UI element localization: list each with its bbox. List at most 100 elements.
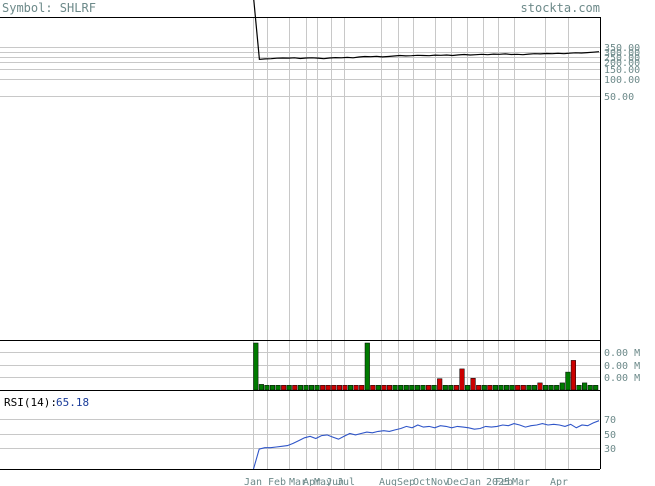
volume-bar (565, 371, 571, 391)
price-tick-label: 250.00 (604, 53, 640, 64)
x-tick-label: Aug (379, 477, 397, 486)
volume-tick-label: 0.00 M (604, 348, 640, 359)
volume-bar (504, 385, 510, 391)
volume-bar (492, 385, 498, 391)
volume-bar (470, 378, 476, 391)
volume-bar (537, 382, 543, 391)
rsi-line (252, 420, 600, 470)
vertical-grid-lines (253, 17, 569, 469)
price-tick-label: 50.00 (604, 92, 634, 103)
volume-bar (593, 385, 599, 391)
volume-bar (582, 382, 588, 391)
volume-bar (320, 385, 326, 391)
volume-bar (347, 385, 354, 391)
price-tick-label: 200.00 (604, 58, 640, 69)
volume-bar (437, 378, 443, 391)
volume-bar (325, 385, 331, 391)
volume-bar (414, 385, 420, 391)
volume-bar (398, 385, 404, 391)
x-tick-label: Feb (495, 477, 513, 486)
volume-bar (548, 385, 554, 391)
price-tick-label: 100.00 (604, 75, 640, 86)
volume-bar (342, 385, 348, 391)
volume-bar (476, 385, 482, 391)
volume-bar (448, 385, 454, 391)
volume-panel: 0.00 M0.00 M0.00 M (0, 342, 640, 391)
x-tick-label: Mar (512, 477, 530, 486)
x-tick-label: Apr (303, 477, 321, 486)
volume-bar (526, 385, 532, 391)
rsi-tick-label: 30 (604, 444, 616, 455)
volume-bar (426, 385, 432, 391)
price-tick-label: 150.00 (604, 65, 640, 76)
volume-bar (431, 385, 437, 391)
x-tick-label: Jul (337, 477, 355, 486)
volume-bar (258, 384, 264, 391)
volume-bar (576, 385, 582, 391)
volume-bar (420, 385, 426, 391)
volume-bar (364, 342, 370, 391)
x-tick-label: Jan (244, 477, 262, 486)
price-tick-label: 350.00 (604, 43, 640, 54)
symbol-label: Symbol: SHLRF (2, 1, 96, 15)
panel-frames (0, 17, 601, 470)
volume-bar (554, 385, 560, 391)
volume-bar (386, 385, 393, 391)
volume-bar (253, 342, 259, 391)
volume-bar (570, 360, 576, 391)
volume-tick-label: 0.00 M (604, 373, 640, 384)
x-tick-label: Mar (289, 477, 307, 486)
volume-bar (520, 385, 526, 391)
volume-bar (515, 385, 521, 391)
rsi-panel: 70 50 30 (0, 415, 616, 470)
volume-bar (275, 385, 281, 391)
rsi-label: RSI(14): (4, 396, 57, 409)
volume-bar (297, 385, 303, 391)
volume-bar (531, 385, 537, 391)
volume-bar (370, 385, 376, 391)
volume-bar (292, 385, 298, 391)
volume-bar (487, 385, 493, 391)
volume-bar (281, 385, 287, 391)
x-tick-label: Jun (326, 477, 344, 486)
rsi-tick-label: 50 (604, 430, 616, 441)
volume-tick-label: 0.00 M (604, 361, 640, 372)
volume-bar (314, 385, 320, 391)
volume-bar (269, 385, 276, 391)
volume-bar (392, 385, 398, 391)
volume-bar (543, 385, 549, 391)
volume-bar (331, 385, 337, 391)
x-tick-label: Nov (431, 477, 449, 486)
x-tick-label: 2025 (486, 477, 510, 486)
volume-bar (498, 385, 504, 391)
volume-bar (381, 385, 387, 391)
x-tick-label: May (314, 477, 332, 486)
volume-bar (509, 385, 515, 391)
volume-bar (336, 385, 342, 391)
volume-bar (353, 385, 359, 391)
volume-bar (264, 385, 270, 391)
x-tick-label: Dec (447, 477, 465, 486)
price-line (253, 0, 600, 60)
volume-bar (375, 385, 381, 391)
x-tick-label: Feb (268, 477, 286, 486)
x-tick-label: Sep (397, 477, 415, 486)
volume-bar (359, 385, 365, 391)
volume-bar (303, 385, 309, 391)
volume-bar (453, 385, 459, 391)
volume-bar (481, 385, 487, 391)
volume-bar (286, 385, 292, 391)
x-tick-label: Apr (550, 477, 568, 486)
price-tick-label: 300.00 (604, 48, 640, 59)
x-tick-label: Oct (413, 477, 431, 486)
volume-bar (559, 382, 565, 391)
brand-label[interactable]: stockta.com (520, 1, 600, 15)
volume-bar (459, 368, 465, 391)
volume-bar (403, 385, 409, 391)
volume-bar (587, 385, 593, 391)
x-tick-label: Jan (463, 477, 481, 486)
volume-bar (308, 385, 315, 391)
